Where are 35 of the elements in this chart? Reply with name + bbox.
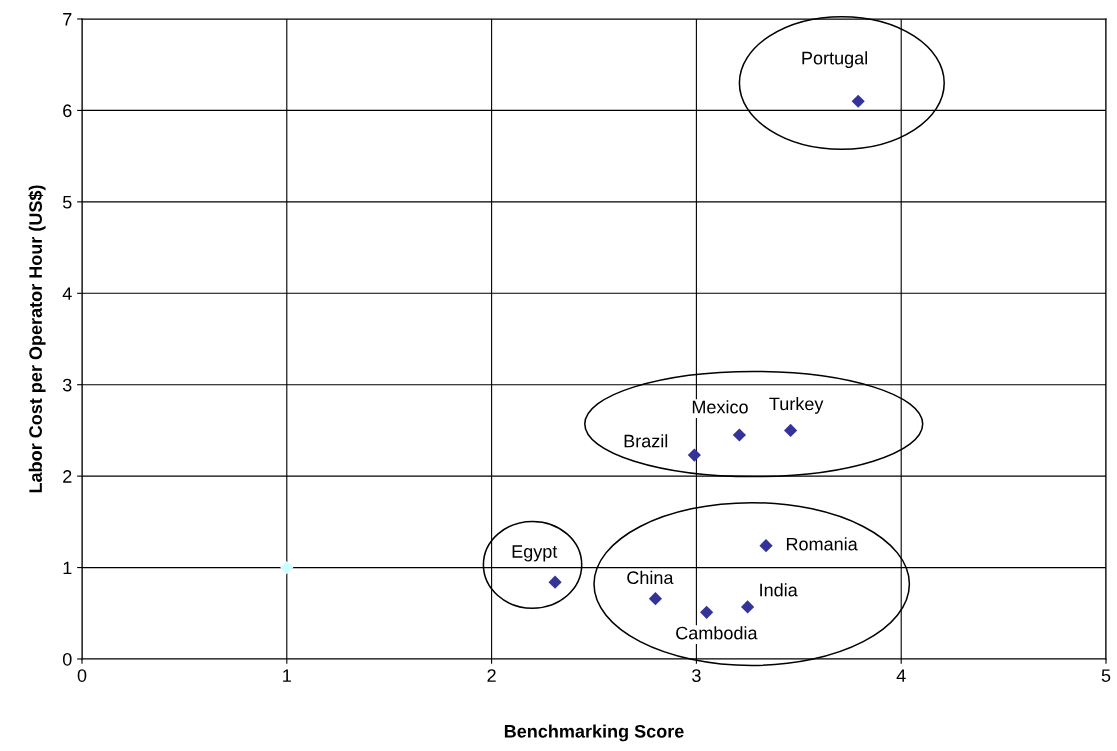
- annotation: Romania: [786, 537, 858, 551]
- x-tick-label: 2: [487, 669, 496, 682]
- x-tick-label: 3: [692, 669, 701, 682]
- point: [648, 592, 663, 606]
- annotation: Egypt: [512, 545, 558, 562]
- y-tick-label: 3: [62, 378, 72, 392]
- x-tick-label: 0: [77, 669, 87, 682]
- y-tick-label: 4: [62, 287, 72, 300]
- x-axis-title: Benchmarking Score: [504, 724, 684, 742]
- point: [700, 605, 714, 619]
- y-tick-label: 7: [63, 13, 72, 26]
- point: [280, 560, 294, 575]
- point: [741, 600, 755, 614]
- annotation: Turkey: [769, 397, 824, 414]
- point: [851, 94, 865, 108]
- y-tick-label: 0: [62, 652, 72, 666]
- point: [759, 539, 773, 553]
- annotation: India: [760, 583, 798, 597]
- y-axis-title: Labor Cost per Operator Hour (US$): [28, 185, 46, 493]
- x-tick-label: 4: [896, 669, 906, 682]
- annotation: Cambodia: [676, 626, 758, 640]
- y-tick-label: 6: [63, 104, 72, 118]
- annotation: Portugal: [802, 51, 867, 69]
- annotation: Mexico: [692, 400, 748, 414]
- x-tick-label: 1: [283, 669, 291, 682]
- point: [732, 428, 746, 442]
- point: [687, 448, 701, 462]
- y-tick-label: 2: [63, 470, 72, 483]
- y-tick-label: 5: [62, 195, 72, 209]
- annotation: China: [627, 570, 674, 585]
- point: [548, 575, 562, 589]
- y-tick-label: 1: [63, 561, 72, 575]
- x-tick-label: 5: [1101, 669, 1111, 682]
- annotation: Brazil: [624, 434, 668, 448]
- point: [784, 423, 798, 438]
